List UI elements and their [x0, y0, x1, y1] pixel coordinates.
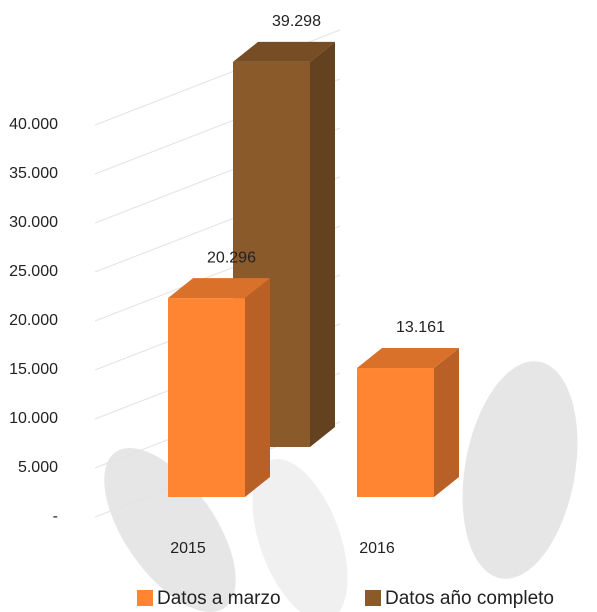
chart: - 5.000 10.000 15.000 20.000 25.000 30.000 35.0… — [0, 0, 597, 612]
y-tick-label: - — [53, 508, 58, 525]
legend-label: Datos año completo — [385, 588, 554, 609]
backdrop — [79, 352, 594, 612]
y-tick-label: 15.000 — [9, 361, 58, 378]
x-tick-label: 2015 — [170, 540, 206, 557]
bar-side — [434, 348, 459, 497]
bar-side — [310, 42, 335, 447]
legend-swatch — [137, 590, 153, 606]
y-tick-label: 20.000 — [9, 312, 58, 329]
value-label: 39.298 — [272, 13, 321, 30]
bar — [357, 368, 434, 497]
bar-side — [245, 278, 270, 497]
y-tick-label: 35.000 — [9, 165, 58, 182]
decor-shape — [447, 352, 594, 588]
legend-swatch — [365, 590, 381, 606]
bar — [168, 298, 245, 497]
value-label: 20.296 — [207, 249, 256, 266]
y-tick-label: 30.000 — [9, 214, 58, 231]
y-tick-label: 10.000 — [9, 410, 58, 427]
x-tick-label: 2016 — [359, 540, 395, 557]
legend-label: Datos a marzo — [157, 588, 281, 609]
value-label: 13.161 — [396, 319, 445, 336]
y-tick-label: 25.000 — [9, 263, 58, 280]
y-tick-label: 40.000 — [9, 116, 58, 133]
y-tick-label: 5.000 — [18, 459, 58, 476]
